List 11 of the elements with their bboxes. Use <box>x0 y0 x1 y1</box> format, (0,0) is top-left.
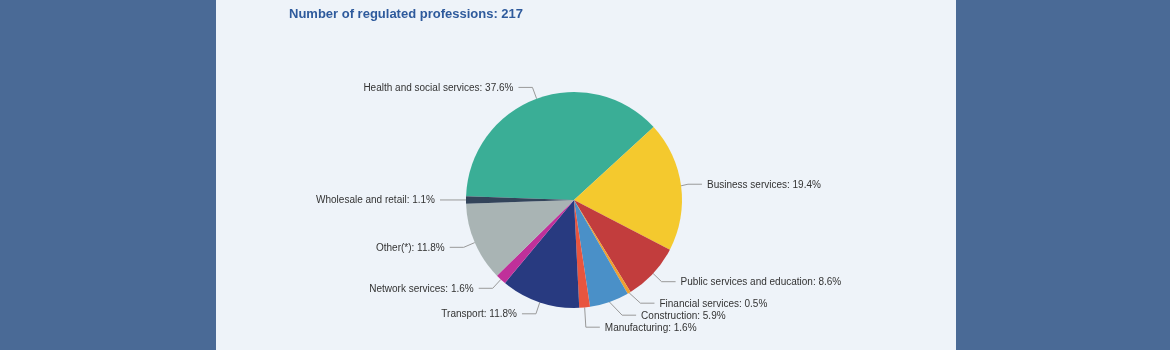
slice-label: Public services and education: 8.6% <box>680 276 842 288</box>
slice-label: Manufacturing: 1.6% <box>604 321 697 333</box>
chart-title: Number of regulated professions: 217 <box>289 6 524 21</box>
slice-label: Wholesale and retail: 1.1% <box>316 194 436 206</box>
slice-label: Construction: 5.9% <box>641 309 726 321</box>
slice-label: Financial services: 0.5% <box>659 297 768 309</box>
slice-label: Transport: 11.8% <box>441 308 518 320</box>
slice-label: Health and social services: 37.6% <box>363 81 514 93</box>
slice-label: Business services: 19.4% <box>706 178 822 190</box>
slice-label: Network services: 1.6% <box>369 282 474 294</box>
slice-label: Other(*): 11.8% <box>375 241 445 253</box>
